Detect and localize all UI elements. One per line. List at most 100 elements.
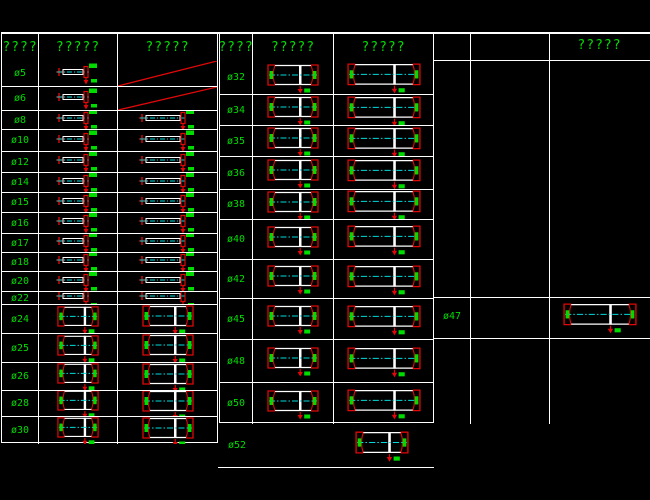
size-label-cell: ø10	[2, 130, 39, 151]
far-right-row-border-bottom	[434, 338, 650, 339]
table-row: ø16	[2, 212, 217, 233]
size-label: ø38	[226, 199, 246, 210]
size-label: ø25	[10, 342, 30, 354]
table-row: ø42	[220, 259, 433, 298]
size-label-cell: ø16	[2, 213, 39, 233]
header-spec-diagram: ?????	[253, 34, 334, 61]
size-label: ø6	[13, 93, 27, 104]
coupler-diagram-icon	[253, 260, 334, 298]
size-label-cell: ø40	[220, 220, 253, 259]
bolt-diagram-icon	[118, 213, 217, 233]
bolt-diagram-icon	[118, 173, 217, 192]
bolt-diagram-icon	[39, 234, 118, 252]
size-label-cell: ø35	[220, 126, 253, 156]
coupler-diagram-icon	[334, 299, 433, 339]
bolt-diagram-icon	[39, 253, 118, 271]
coupler-diagram-icon	[334, 95, 433, 125]
size-label-cell: ø17	[2, 234, 39, 252]
bolt-diagram-icon	[39, 193, 118, 212]
size-label-cell: ø25	[2, 334, 39, 362]
size-label: ø14	[10, 177, 30, 188]
not-applicable-diagonal	[118, 87, 217, 110]
far-right-header-label: ?????	[577, 38, 622, 53]
size-label-cell: ø8	[2, 111, 39, 129]
bolt-diagram-icon	[118, 111, 217, 129]
bolt-diagram-icon	[39, 173, 118, 192]
size-label-cell: ø18	[2, 253, 39, 271]
bolt-diagram-icon	[118, 272, 217, 291]
table-row: ø30	[2, 416, 217, 444]
table-header-row: ???? ????? ?????	[2, 34, 217, 61]
size-label-cell: ø45	[220, 299, 253, 339]
coupler-diagram-icon	[253, 95, 334, 125]
table-row: ø48	[220, 339, 433, 382]
table-row: ø24	[2, 304, 217, 333]
size-label-cell: ø5	[2, 61, 39, 86]
coupler-diagram-icon	[39, 363, 118, 390]
table-row: ø25	[2, 333, 217, 362]
bolt-diagram-icon	[39, 272, 118, 291]
coupler-diagram-icon	[334, 383, 433, 424]
size-label-cell: ø28	[2, 391, 39, 416]
size-label: ø42	[226, 273, 246, 285]
table-row: ø40	[220, 219, 433, 259]
table-row: ø6	[2, 86, 217, 110]
size-label: ø8	[13, 114, 27, 126]
size-label: ø16	[10, 217, 30, 229]
coupler-diagram-icon	[562, 300, 638, 335]
coupler-diagram-icon	[334, 260, 433, 298]
coupler-diagram-icon	[253, 220, 334, 259]
bolt-diagram-icon	[118, 152, 217, 172]
coupler-diagram-icon	[334, 61, 433, 94]
size-label: ø15	[10, 197, 30, 208]
overflow-row-bottom-border	[218, 467, 434, 468]
size-label-cell: ø42	[220, 260, 253, 298]
coupler-diagram-icon	[334, 157, 433, 189]
bolt-diagram-icon	[39, 213, 118, 233]
coupler-diagram-icon	[118, 417, 217, 444]
size-label: ø40	[226, 234, 246, 245]
size-label: ø5	[13, 68, 27, 79]
table-row: ø26	[2, 362, 217, 390]
size-label-cell: ø22	[2, 292, 39, 304]
table-row: ø15	[2, 192, 217, 212]
header-spec-diagram: ?????	[39, 34, 118, 61]
bolt-diagram-icon	[39, 292, 118, 304]
size-label-cell: ø26	[2, 363, 39, 390]
bolt-diagram-icon	[118, 193, 217, 212]
header-detail-diagram: ?????	[361, 40, 406, 55]
size-label-cell: ø12	[2, 152, 39, 172]
coupler-diagram-icon	[39, 391, 118, 416]
coupler-diagram-icon	[39, 334, 118, 362]
coupler-diagram-icon	[334, 220, 433, 259]
coupler-diagram-icon	[118, 334, 217, 362]
size-label-cell: ø14	[2, 173, 39, 192]
table-row: ø36	[220, 156, 433, 189]
bolt-diagram-icon	[39, 111, 118, 129]
size-label-cell: ø30	[2, 417, 39, 444]
table-row: ø10	[2, 129, 217, 151]
size-label-cell: ø6	[2, 87, 39, 110]
size-label: ø28	[10, 398, 30, 409]
size-label-cell: ø24	[2, 305, 39, 333]
coupler-diagram-icon	[334, 340, 433, 382]
size-label: ø48	[226, 355, 246, 367]
coupler-diagram-icon	[253, 299, 334, 339]
table-row: ø8	[2, 110, 217, 129]
size-label: ø45	[226, 313, 246, 325]
table-row: ø32	[220, 61, 433, 94]
table-row: ø17	[2, 233, 217, 252]
table-row: ø38	[220, 189, 433, 219]
bolt-diagram-icon	[39, 152, 118, 172]
far-right-column-divider-1	[470, 32, 471, 424]
coupler-diagram-icon	[334, 190, 433, 219]
size-label: ø10	[10, 135, 30, 146]
table-row: ø18	[2, 252, 217, 271]
small-diameter-table: ???? ????? ????? ø5 ø6 ø8	[1, 33, 218, 444]
coupler-diagram-icon	[334, 126, 433, 156]
size-label-cell: ø36	[220, 157, 253, 189]
coupler-diagram-icon	[39, 305, 118, 333]
coupler-diagram-icon	[253, 190, 334, 219]
size-label-cell: ø34	[220, 95, 253, 125]
size-label: ø32	[226, 72, 246, 83]
